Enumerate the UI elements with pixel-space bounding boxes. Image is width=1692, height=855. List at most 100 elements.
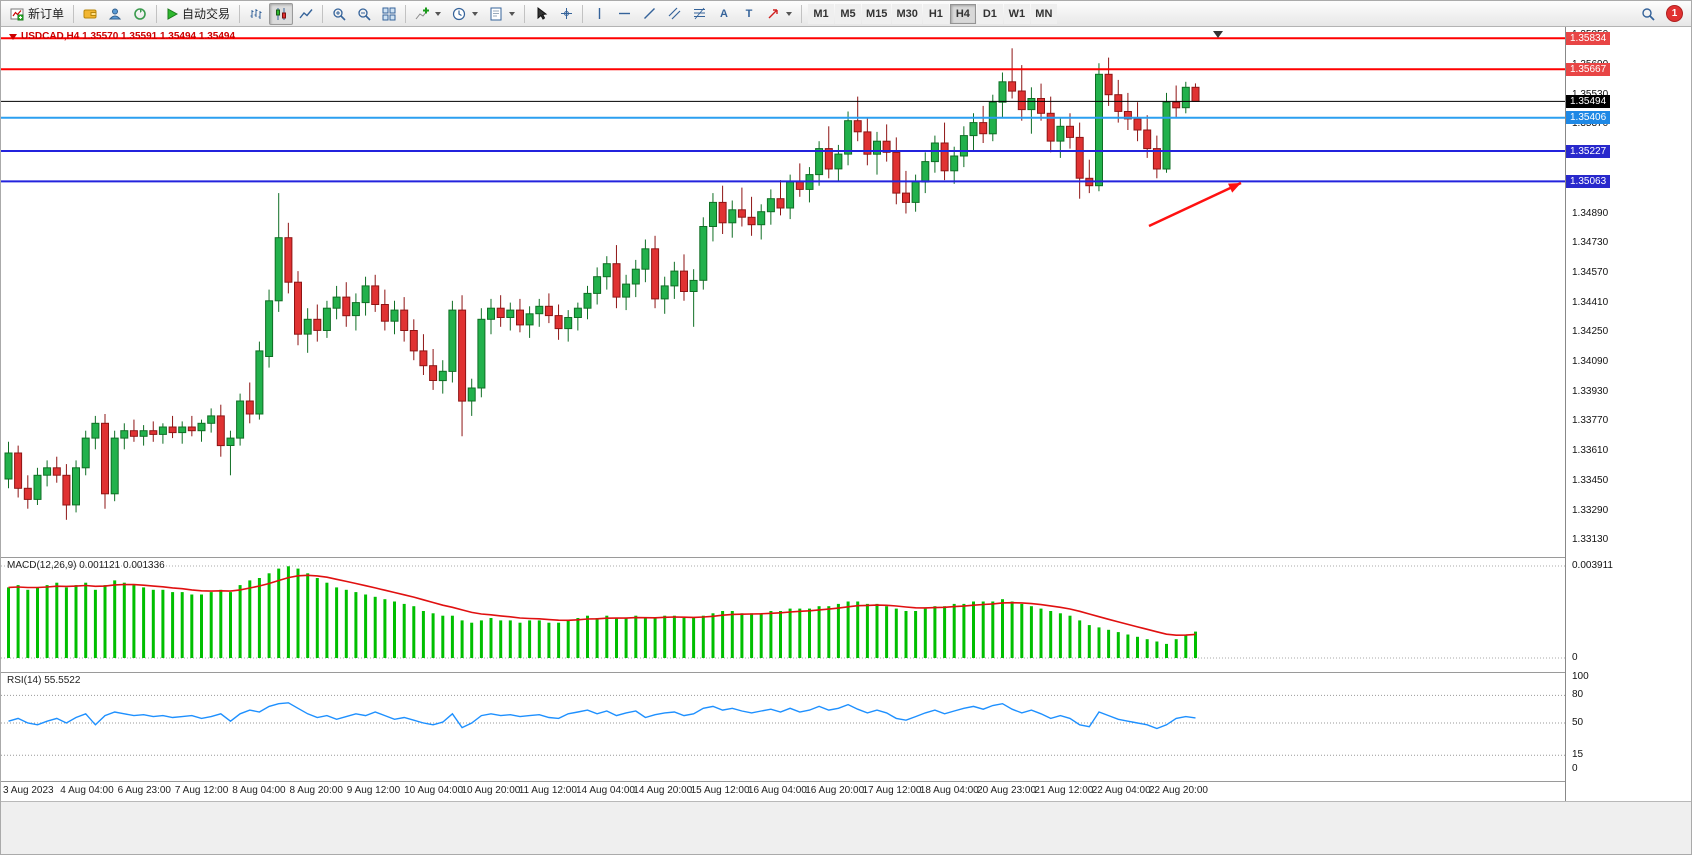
time-label: 14 Aug 20:00 (633, 785, 693, 796)
price-tick: 1.33130 (1572, 534, 1609, 546)
chart-shift-marker[interactable] (1213, 31, 1223, 38)
timeframe-button-d1[interactable]: D1 (976, 3, 1003, 24)
macd-panel[interactable] (1, 558, 1565, 672)
auto-trading-label: 自动交易 (182, 7, 231, 21)
bar-chart-button[interactable] (244, 3, 268, 25)
macd-label: MACD(12,26,9) 0.001121 0.001336 (7, 560, 165, 571)
macd-signal-line (8, 574, 1196, 637)
vertical-line-icon (598, 8, 600, 19)
price-tick: 1.34250 (1572, 326, 1609, 338)
chart-title-text: USDCAD,H4 1.35570 1.35591 1.35494 1.3549… (21, 31, 236, 42)
main-toolbar: 新订单 自动交易 (1, 1, 1691, 27)
price-tick: 1.33610 (1572, 445, 1609, 457)
dropdown-caret (509, 11, 516, 16)
separator (405, 4, 407, 23)
panel-divider (1, 781, 1691, 782)
timeframe-button-m1[interactable]: M1 (808, 3, 835, 24)
time-label: 4 Aug 04:00 (60, 785, 114, 796)
timeframe-group: M1 M5 M15 M30 H1 H4 D1 W1 MN (808, 3, 1057, 24)
trendline-icon (643, 8, 655, 19)
periods-icon (452, 7, 466, 20)
wallet-button[interactable] (78, 3, 102, 25)
price-tick: 1.33290 (1572, 504, 1609, 516)
templates-button[interactable] (484, 3, 520, 25)
time-label: 16 Aug 20:00 (805, 785, 865, 796)
time-label: 10 Aug 20:00 (461, 785, 521, 796)
sync-icon (134, 7, 146, 20)
zoom-out-icon (358, 7, 371, 21)
arrows-button[interactable] (762, 3, 797, 25)
annotation-arrow[interactable] (1148, 181, 1242, 228)
time-label: 22 Aug 20:00 (1149, 785, 1208, 796)
cursor-button[interactable] (529, 3, 553, 25)
dropdown-caret (435, 11, 442, 16)
fibonacci-button[interactable] (687, 3, 711, 25)
rsi-scale-label: 0 (1572, 763, 1578, 774)
tile-windows-button[interactable] (377, 3, 401, 25)
time-label: 10 Aug 04:00 (404, 785, 464, 796)
new-order-label: 新订单 (28, 7, 65, 21)
notification-badge[interactable]: 1 (1666, 5, 1683, 22)
price-tick: 1.34410 (1572, 296, 1609, 308)
price-tick: 1.34570 (1572, 266, 1609, 278)
zoom-out-button[interactable] (352, 3, 376, 25)
text-button[interactable]: A (712, 3, 736, 25)
timeframe-button-w1[interactable]: W1 (1003, 3, 1030, 24)
horizontal-line-button[interactable] (612, 3, 636, 25)
bar-chart-icon (250, 8, 262, 19)
price-tag-1.35834: 1.35834 (1566, 31, 1611, 45)
time-label: 17 Aug 12:00 (862, 785, 922, 796)
panel-divider[interactable] (1, 672, 1691, 673)
tile-windows-icon (382, 7, 396, 20)
candlestick-button[interactable] (269, 2, 294, 25)
chart-title: USDCAD,H4 1.35570 1.35591 1.35494 1.3549… (9, 31, 235, 42)
timeframe-button-m30[interactable]: M30 (892, 3, 922, 24)
time-label: 21 Aug 12:00 (1034, 785, 1094, 796)
channel-icon (668, 7, 680, 20)
panel-divider[interactable] (1, 557, 1691, 558)
chart-area: USDCAD,H4 1.35570 1.35591 1.35494 1.3549… (1, 27, 1691, 854)
price-tick: 1.33450 (1572, 474, 1609, 486)
timeframe-button-mn[interactable]: MN (1030, 3, 1057, 24)
timeframe-button-m5[interactable]: M5 (835, 3, 862, 24)
search-button[interactable] (1636, 3, 1660, 25)
rsi-panel[interactable] (1, 673, 1565, 781)
sync-button[interactable] (128, 3, 152, 25)
dropdown-caret (472, 11, 479, 16)
candlestick-icon (276, 7, 287, 20)
crosshair-button[interactable] (554, 3, 578, 25)
price-axis[interactable]: 1.358501.356901.355301.353701.352101.350… (1565, 27, 1691, 801)
text-icon: A (720, 7, 728, 20)
price-tick: 1.33770 (1572, 415, 1609, 427)
separator (73, 4, 75, 23)
timeframe-button-h4[interactable]: H4 (949, 3, 976, 24)
time-label: 15 Aug 12:00 (690, 785, 750, 796)
price-tick: 1.34890 (1572, 207, 1609, 219)
label-button[interactable]: T (737, 3, 761, 25)
macd-histogram (7, 566, 1197, 658)
arrows-icon (768, 9, 778, 19)
time-label: 8 Aug 04:00 (232, 785, 286, 796)
auto-trading-icon (167, 7, 179, 20)
zoom-in-icon (333, 7, 346, 21)
wallet-icon (83, 9, 97, 18)
profile-button[interactable] (103, 3, 127, 25)
channel-button[interactable] (662, 3, 686, 25)
time-label: 8 Aug 20:00 (289, 785, 343, 796)
zoom-in-button[interactable] (327, 3, 351, 25)
time-label: 16 Aug 04:00 (747, 785, 807, 796)
timeframe-button-h1[interactable]: H1 (922, 3, 949, 24)
rsi-label: RSI(14) 55.5522 (7, 675, 81, 686)
dropdown-caret (786, 11, 793, 16)
time-axis[interactable]: 3 Aug 2023 4 Aug 04:00 6 Aug 23:00 7 Aug 12… (1, 782, 1565, 801)
periods-button[interactable] (447, 3, 483, 25)
line-chart-button[interactable] (294, 3, 318, 25)
indicators-button[interactable] (410, 3, 446, 25)
price-tag-1.35667: 1.35667 (1566, 62, 1611, 76)
vertical-line-button[interactable] (587, 3, 611, 25)
new-order-button[interactable]: 新订单 (5, 3, 69, 25)
auto-trading-button[interactable]: 自动交易 (161, 3, 235, 25)
trendline-button[interactable] (637, 3, 661, 25)
price-chart[interactable] (1, 27, 1565, 556)
timeframe-button-m15[interactable]: M15 (862, 3, 892, 24)
